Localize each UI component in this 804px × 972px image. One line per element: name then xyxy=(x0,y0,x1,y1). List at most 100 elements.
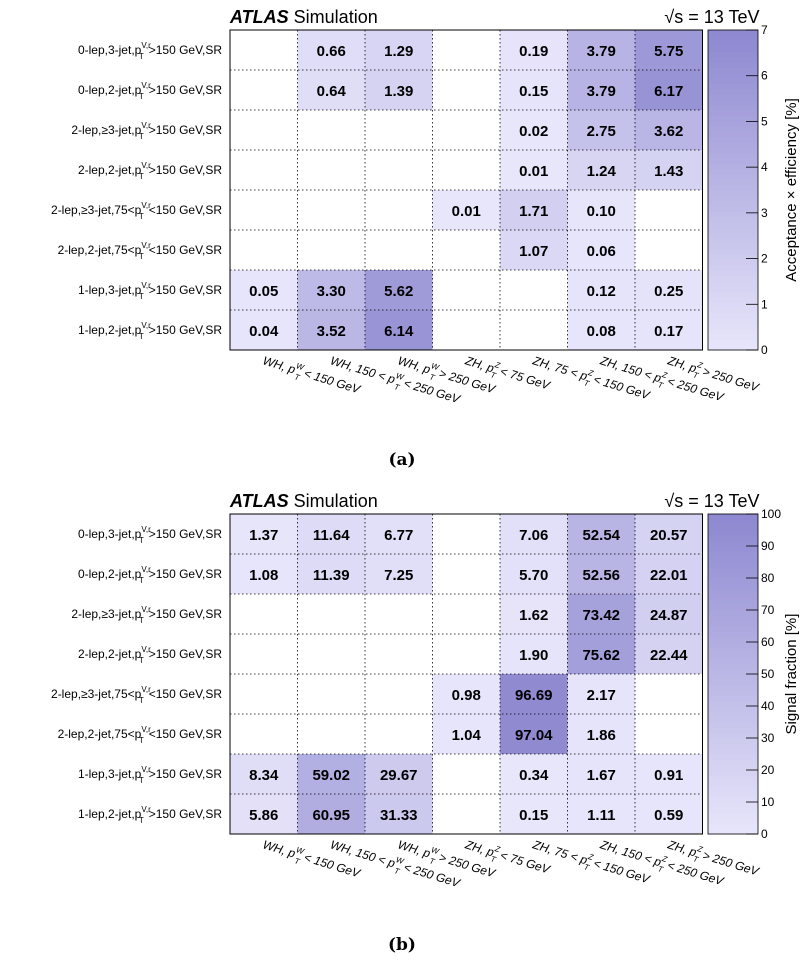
colorbar-label: Acceptance × efficiency [%] xyxy=(783,98,800,282)
cell-value: 75.62 xyxy=(582,647,620,664)
colorbar-segment xyxy=(708,716,758,723)
colorbar-segment xyxy=(708,110,758,116)
colorbar-tick-label: 30 xyxy=(761,731,775,745)
cell-value: 1.90 xyxy=(519,647,548,664)
colorbar-segment xyxy=(708,222,758,228)
cell-value: 0.01 xyxy=(519,163,548,180)
cell-value: 3.30 xyxy=(317,283,346,300)
panel-caption: (a) xyxy=(388,450,415,470)
colorbar-segment xyxy=(708,206,758,212)
colorbar-segment xyxy=(708,620,758,627)
y-tick-label: 1-lep,3-jet,pV,r T >150 GeV,SR xyxy=(78,765,222,785)
colorbar-tick-label: 90 xyxy=(761,539,775,553)
colorbar-segment xyxy=(708,291,758,298)
colorbar-segment xyxy=(708,126,758,132)
colorbar-segment xyxy=(708,152,758,159)
heatmap-cell xyxy=(500,754,568,794)
cell-value: 3.62 xyxy=(654,123,683,140)
heatmap-cell xyxy=(567,230,635,270)
heatmap-cell xyxy=(567,714,635,754)
colorbar-segment xyxy=(708,663,758,670)
cell-value: 22.01 xyxy=(650,567,688,584)
heatmap-cell xyxy=(567,150,635,190)
heatmap-cell xyxy=(500,594,568,634)
colorbar-segment xyxy=(708,690,758,696)
colorbar-segment xyxy=(708,200,758,207)
colorbar-segment xyxy=(708,727,758,734)
colorbar-tick-label: 1 xyxy=(761,297,768,311)
cell-value: 52.56 xyxy=(582,567,620,584)
colorbar-segment xyxy=(708,216,758,223)
y-tick-label: 1-lep,3-jet,pV,r T >150 GeV,SR xyxy=(78,281,222,301)
colorbar-segment xyxy=(708,796,758,803)
colorbar-segment xyxy=(708,270,758,276)
cell-value: 0.25 xyxy=(654,283,683,300)
colorbar-segment xyxy=(708,190,758,196)
cell-value: 96.69 xyxy=(515,687,553,704)
colorbar-segment xyxy=(708,652,758,659)
heatmap-cell xyxy=(230,310,298,350)
colorbar-segment xyxy=(708,668,758,675)
cell-value: 1.11 xyxy=(587,807,615,824)
colorbar-segment xyxy=(708,51,758,58)
y-tick-label: 2-lep,2-jet,75<pV,r T <150 GeV,SR xyxy=(58,241,223,261)
colorbar-segment xyxy=(708,647,758,654)
heatmap-cell xyxy=(500,190,568,230)
panel-caption: (b) xyxy=(388,935,416,955)
colorbar-segment xyxy=(708,572,758,579)
heatmap-cell xyxy=(230,554,298,594)
heatmap-cell xyxy=(230,754,298,794)
cell-value: 0.05 xyxy=(249,283,278,300)
heatmap-cell xyxy=(500,30,568,70)
colorbar-segment xyxy=(708,812,758,819)
colorbar-segment xyxy=(708,519,758,526)
colorbar-segment xyxy=(708,556,758,563)
heatmap-cell xyxy=(500,794,568,834)
colorbar-segment xyxy=(708,227,758,234)
colorbar-segment xyxy=(708,142,758,148)
cell-value: 22.44 xyxy=(650,647,688,664)
heatmap-cell xyxy=(365,554,433,594)
heatmap-cell xyxy=(230,794,298,834)
heatmap-cell xyxy=(635,30,703,70)
colorbar-tick-label: 50 xyxy=(761,667,775,681)
heatmap-cell xyxy=(635,70,703,110)
colorbar-segment xyxy=(708,211,758,218)
heatmap-cell xyxy=(635,794,703,834)
colorbar-segment xyxy=(708,818,758,824)
cell-value: 24.87 xyxy=(650,607,688,624)
cell-value: 0.01 xyxy=(452,203,481,220)
energy-label: √s = 13 TeV xyxy=(664,491,759,511)
heatmap-cell xyxy=(567,794,635,834)
colorbar-tick-label: 40 xyxy=(761,699,775,713)
cell-value: 1.08 xyxy=(249,567,278,584)
colorbar-frame xyxy=(707,29,759,351)
cell-value: 29.67 xyxy=(380,767,418,784)
heatmap-cell xyxy=(297,554,365,594)
heatmap-cell xyxy=(567,674,635,714)
cell-value: 2.17 xyxy=(587,687,616,704)
colorbar-segment xyxy=(708,115,758,122)
colorbar-segment xyxy=(708,583,758,590)
colorbar-segment xyxy=(708,30,758,36)
colorbar-segment xyxy=(708,334,758,340)
heatmap-cell xyxy=(567,70,635,110)
heatmap-cell xyxy=(635,310,703,350)
heatmap-cell xyxy=(635,754,703,794)
colorbar-segment xyxy=(708,540,758,547)
colorbar-segment xyxy=(708,56,758,63)
colorbar-segment xyxy=(708,307,758,314)
heatmap-cell xyxy=(297,70,365,110)
colorbar-segment xyxy=(708,312,758,319)
colorbar-segment xyxy=(708,791,758,798)
colorbar-segment xyxy=(708,562,758,568)
colorbar-segment xyxy=(708,296,758,303)
cell-value: 0.59 xyxy=(654,807,683,824)
heatmap-cell xyxy=(635,150,703,190)
colorbar-segment xyxy=(708,775,758,782)
colorbar-segment xyxy=(708,323,758,330)
y-tick-label: 2-lep,≥3-jet,pV,r T >150 GeV,SR xyxy=(71,605,222,625)
colorbar-segment xyxy=(708,636,758,643)
colorbar-tick-label: 5 xyxy=(761,114,768,128)
heatmap-cell xyxy=(365,754,433,794)
